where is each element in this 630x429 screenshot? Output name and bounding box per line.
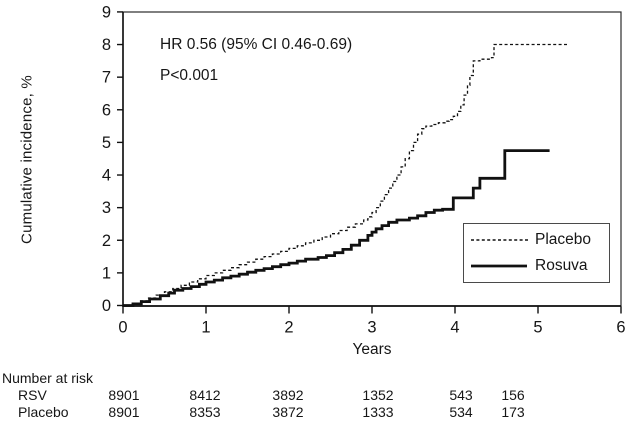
hazard-ratio-annotation: HR 0.56 (95% CI 0.46-0.69) [160, 36, 353, 53]
x-tick-label: 6 [616, 319, 625, 337]
y-tick-label: 9 [102, 3, 111, 21]
risk-value: 3872 [272, 404, 304, 420]
y-tick-label: 5 [102, 134, 111, 152]
risk-row-placebo: Placebo 8901 8353 3872 1333 534 173 [0, 404, 630, 420]
x-tick-label: 3 [367, 319, 376, 337]
risk-value: 3892 [272, 387, 304, 403]
chart-legend: Placebo Rosuva [463, 223, 610, 283]
risk-value: 1333 [362, 404, 394, 420]
y-tick-label: 4 [102, 167, 111, 185]
risk-row-rsv: RSV 8901 8412 3892 1352 543 156 [0, 387, 630, 403]
x-axis-title: Years [352, 341, 392, 358]
risk-value: 1352 [362, 387, 394, 403]
rosuva-solid-line-swatch [471, 264, 527, 268]
y-tick-label: 6 [102, 101, 111, 119]
risk-value: 8353 [189, 404, 221, 420]
y-tick-label: 8 [102, 36, 111, 54]
risk-row-label: Placebo [18, 404, 69, 420]
p-value-annotation: P<0.001 [160, 67, 219, 84]
risk-value: 156 [501, 387, 525, 403]
x-tick-label: 5 [533, 319, 542, 337]
risk-value: 543 [449, 387, 473, 403]
legend-label-placebo: Placebo [535, 231, 592, 248]
legend-label-rosuva: Rosuva [535, 257, 588, 274]
legend-entry-placebo: Placebo [470, 228, 603, 252]
risk-value: 173 [501, 404, 525, 420]
number-at-risk-heading: Number at risk [2, 370, 94, 386]
risk-value: 8901 [108, 404, 140, 420]
y-tick-label: 3 [102, 199, 111, 217]
x-tick-label: 1 [201, 319, 210, 337]
y-axis-title: Cumulative incidence, % [18, 75, 36, 244]
risk-value: 8412 [189, 387, 221, 403]
legend-entry-rosuva: Rosuva [470, 254, 603, 278]
y-tick-label: 7 [102, 69, 111, 87]
placebo-dashed-line-swatch [471, 239, 529, 241]
y-tick-label: 0 [102, 297, 111, 315]
x-tick-label: 0 [118, 319, 127, 337]
x-tick-label: 4 [450, 319, 459, 337]
risk-value: 8901 [108, 387, 140, 403]
y-tick-label: 2 [102, 232, 111, 250]
y-tick-label: 1 [102, 264, 111, 282]
risk-row-label: RSV [18, 387, 47, 403]
x-tick-label: 2 [284, 319, 293, 337]
rosuva-curve [123, 149, 550, 307]
risk-value: 534 [449, 404, 473, 420]
